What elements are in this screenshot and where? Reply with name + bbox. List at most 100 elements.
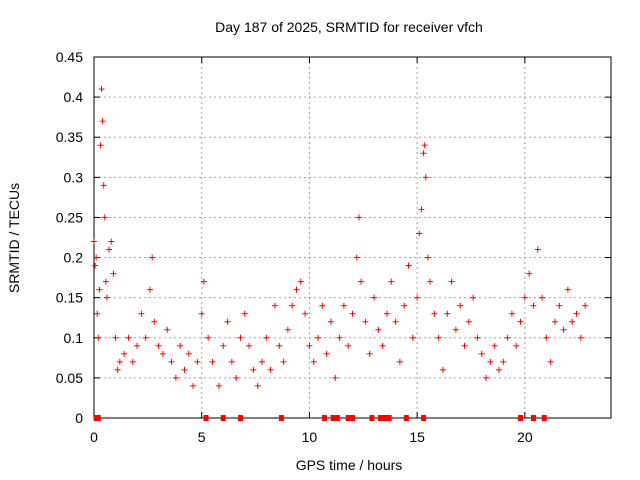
data-point [293,286,300,293]
data-point [241,310,248,317]
data-point [108,238,115,245]
data-point [418,206,425,213]
data-point [116,358,123,365]
x-tick-label: 20 [517,429,533,445]
data-point [103,294,110,301]
data-point [457,302,464,309]
x-tick-label: 5 [198,429,206,445]
data-points [91,86,589,421]
data-point [306,342,313,349]
data-point [332,374,339,381]
y-tick-label: 0.3 [64,169,84,185]
data-point [409,334,416,341]
data-point [220,342,227,349]
data-point [323,350,330,357]
data-point [495,366,502,373]
data-point [209,358,216,365]
zero-value-point [278,415,284,421]
data-point [172,374,179,381]
data-point [101,214,108,221]
data-point [280,358,287,365]
data-point [250,366,257,373]
data-point [254,382,261,389]
data-point [487,358,494,365]
data-point [155,342,162,349]
zero-value-point [530,415,536,421]
data-point [110,270,117,277]
y-axis-label: SRMTID / TECUs [6,183,22,293]
data-point [358,278,365,285]
zero-value-point [220,415,226,421]
zero-value-point [421,415,427,421]
zero-value-point [237,415,243,421]
data-point [560,326,567,333]
data-point [96,286,103,293]
zero-value-point [382,415,388,421]
data-point [362,318,369,325]
data-point [98,86,105,93]
data-point [200,278,207,285]
data-point [422,174,429,181]
data-point [164,326,171,333]
data-point [121,350,128,357]
data-point [93,254,100,261]
data-point [102,278,109,285]
data-point [94,310,101,317]
data-point [483,374,490,381]
data-point [224,318,231,325]
data-point [427,278,434,285]
data-point [349,310,356,317]
data-point [185,350,192,357]
data-point [149,254,156,261]
data-point [91,238,97,245]
data-point [375,326,382,333]
data-point [556,302,563,309]
data-point [355,214,362,221]
data-point [543,334,550,341]
y-tick-label: 0.1 [64,330,84,346]
data-point [366,350,373,357]
zero-value-point [378,415,384,421]
zero-value-point [541,415,547,421]
y-tick-label: 0 [75,410,83,426]
data-point [205,334,212,341]
data-point [95,334,102,341]
zero-value-point [386,415,392,421]
zero-value-point [321,415,327,421]
data-point [569,318,576,325]
zero-value-point [330,415,336,421]
data-point [421,142,428,149]
data-point [452,326,459,333]
data-point [513,342,520,349]
data-point [310,358,317,365]
data-point [461,342,468,349]
zero-value-point [334,415,340,421]
data-point [151,318,158,325]
y-axis: 0 0.05 0.1 0.15 0.2 0.25 0.3 0.35 0.4 0.45 [56,49,611,426]
grid [94,57,611,418]
data-point [448,278,455,285]
data-point [125,334,132,341]
data-point [435,334,442,341]
y-tick-label: 0.45 [56,49,83,65]
data-point [168,358,175,365]
y-tick-label: 0.2 [64,250,84,266]
x-axis: 0 5 10 15 20 [90,57,533,445]
zero-value-point [350,415,355,421]
data-point [444,310,451,317]
data-point [114,366,121,373]
data-point [177,342,184,349]
data-point [297,278,304,285]
data-point [474,334,481,341]
data-point [547,358,554,365]
data-point [97,142,104,149]
data-point [134,342,141,349]
data-point [276,342,283,349]
data-point [491,342,498,349]
data-point [106,246,113,253]
data-point [431,310,438,317]
data-point [233,374,240,381]
data-point [345,342,352,349]
data-point [500,358,507,365]
x-axis-label: GPS time / hours [296,457,403,473]
